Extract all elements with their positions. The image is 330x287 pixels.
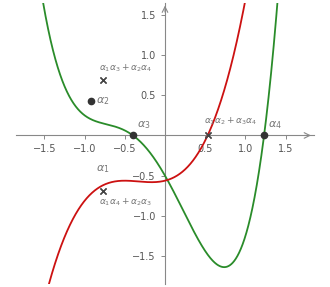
Text: $\alpha_2$: $\alpha_2$: [96, 96, 110, 107]
Text: $\alpha_1\alpha_4 + \alpha_2\alpha_3$: $\alpha_1\alpha_4 + \alpha_2\alpha_3$: [99, 197, 152, 208]
Text: $\alpha_4$: $\alpha_4$: [268, 120, 282, 131]
Text: $\alpha_1$: $\alpha_1$: [96, 164, 110, 175]
Text: $\alpha_3$: $\alpha_3$: [137, 120, 150, 131]
Text: $\alpha_1\alpha_3 + \alpha_2\alpha_4$: $\alpha_1\alpha_3 + \alpha_2\alpha_4$: [99, 63, 153, 74]
Text: $\alpha_1\alpha_2 + \alpha_3\alpha_4$: $\alpha_1\alpha_2 + \alpha_3\alpha_4$: [204, 116, 257, 127]
